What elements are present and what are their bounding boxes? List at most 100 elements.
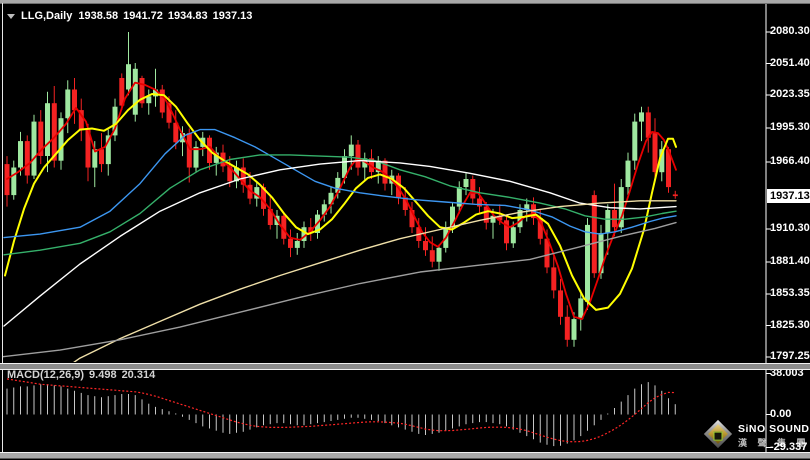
candle-body <box>31 121 37 176</box>
candle-body <box>126 64 131 90</box>
candle-body <box>328 192 334 205</box>
macd-axis-label: -29.337 <box>770 440 808 453</box>
candle-body <box>153 89 158 97</box>
price-axis-label: 1825.30 <box>770 318 810 331</box>
candle-body <box>85 129 91 168</box>
macd-signal-value: 20.314 <box>121 369 156 381</box>
candle-body <box>490 215 496 223</box>
candle-body <box>497 215 503 221</box>
candle-body <box>632 121 638 161</box>
candle-body <box>652 133 658 173</box>
macd-axis-label: 0.00 <box>770 407 792 420</box>
candle-body <box>18 141 23 168</box>
candle-body <box>362 158 368 168</box>
ma-line-ma-green <box>3 154 677 256</box>
candle-body <box>301 227 307 241</box>
candle-body <box>355 144 361 168</box>
candle-body <box>429 250 435 262</box>
candle-body <box>58 118 64 161</box>
candle-body <box>409 210 415 228</box>
candle-body <box>578 298 584 320</box>
candle-body <box>585 224 590 302</box>
symbol-period-label: LLG,Daily <box>21 10 73 22</box>
candle-body <box>72 89 77 111</box>
candle-body <box>605 210 611 233</box>
pane-divider[interactable] <box>0 363 810 370</box>
close-value: 1937.13 <box>212 10 253 22</box>
candlesticks-layer <box>4 32 678 347</box>
ohlc-values: 1938.58 1941.72 1934.83 1937.13 <box>78 10 252 22</box>
candle-body <box>227 166 233 182</box>
candle-body <box>672 194 678 197</box>
candle-body <box>173 122 179 143</box>
candle-body <box>375 160 381 173</box>
candle-body <box>159 89 165 113</box>
candle-body <box>625 160 631 187</box>
price-axis-label: 1881.40 <box>770 255 810 267</box>
candle-body <box>591 195 597 274</box>
candle-body <box>524 204 530 210</box>
candle-body <box>119 78 125 106</box>
candle-body <box>645 112 651 138</box>
candle-body <box>261 187 266 209</box>
candle-body <box>456 187 462 207</box>
candle-body <box>564 316 570 340</box>
ma-line-ma-yellow <box>4 93 677 311</box>
candle-body <box>254 187 260 199</box>
watermark-brand-text: SiNO SOUND <box>738 423 810 435</box>
candle-body <box>186 133 192 168</box>
candle-body <box>166 103 172 123</box>
candle-body <box>45 103 50 156</box>
main-chart-plot[interactable] <box>0 32 678 386</box>
price-axis-label: 2080.30 <box>770 25 810 37</box>
candle-body <box>92 149 98 168</box>
candle-body <box>544 238 550 268</box>
price-axis-label: 1853.35 <box>770 287 810 299</box>
ma-line-ma-gray <box>3 221 677 358</box>
price-axis-label: 1910.30 <box>770 222 810 234</box>
candle-body <box>139 78 145 104</box>
candle-body <box>193 146 199 168</box>
candle-body <box>335 177 341 193</box>
macd-indicator-label: MACD(12,26,9) 9.498 20.314 <box>7 369 155 381</box>
candle-body <box>247 184 253 199</box>
candle-body <box>504 220 509 244</box>
candle-body <box>99 149 104 165</box>
candle-body <box>146 96 152 104</box>
diamond-logo-icon <box>703 419 733 449</box>
candle-body <box>348 144 354 157</box>
candle-body <box>659 149 665 173</box>
window-frame-top <box>0 0 810 4</box>
candle-body <box>288 238 293 248</box>
macd-plot[interactable] <box>6 378 676 447</box>
symbol-dropdown-icon[interactable] <box>7 13 15 19</box>
candle-body <box>477 198 482 207</box>
candle-body <box>551 267 557 291</box>
candle-body <box>639 112 644 122</box>
candle-body <box>78 110 84 130</box>
candle-body <box>51 103 57 161</box>
macd-main-value: 9.498 <box>89 369 117 381</box>
current-price-box: 1937.13 <box>767 189 810 203</box>
candle-body <box>105 135 111 165</box>
candle-body <box>321 204 327 215</box>
candle-body <box>558 290 563 317</box>
candle-body <box>470 179 476 199</box>
candle-body <box>65 89 71 119</box>
candle-body <box>112 106 118 136</box>
candle-body <box>369 158 374 173</box>
candle-body <box>436 247 442 262</box>
brand-watermark: SiNO SOUND 漢 聲 集 團 <box>700 419 810 455</box>
price-axis-label: 2023.35 <box>770 88 810 100</box>
ma-line-ma-red-fast <box>6 81 677 321</box>
candle-body <box>483 206 489 223</box>
candle-body <box>666 149 671 188</box>
chart-title-bar: LLG,Daily 1938.58 1941.72 1934.83 1937.1… <box>7 10 252 22</box>
ma-line-ma-blue <box>3 128 677 239</box>
ma-line-ma-wheat <box>73 200 677 362</box>
ma-line-ma-white <box>3 159 677 327</box>
candle-body <box>598 233 604 274</box>
macd-signal-line <box>6 378 676 443</box>
